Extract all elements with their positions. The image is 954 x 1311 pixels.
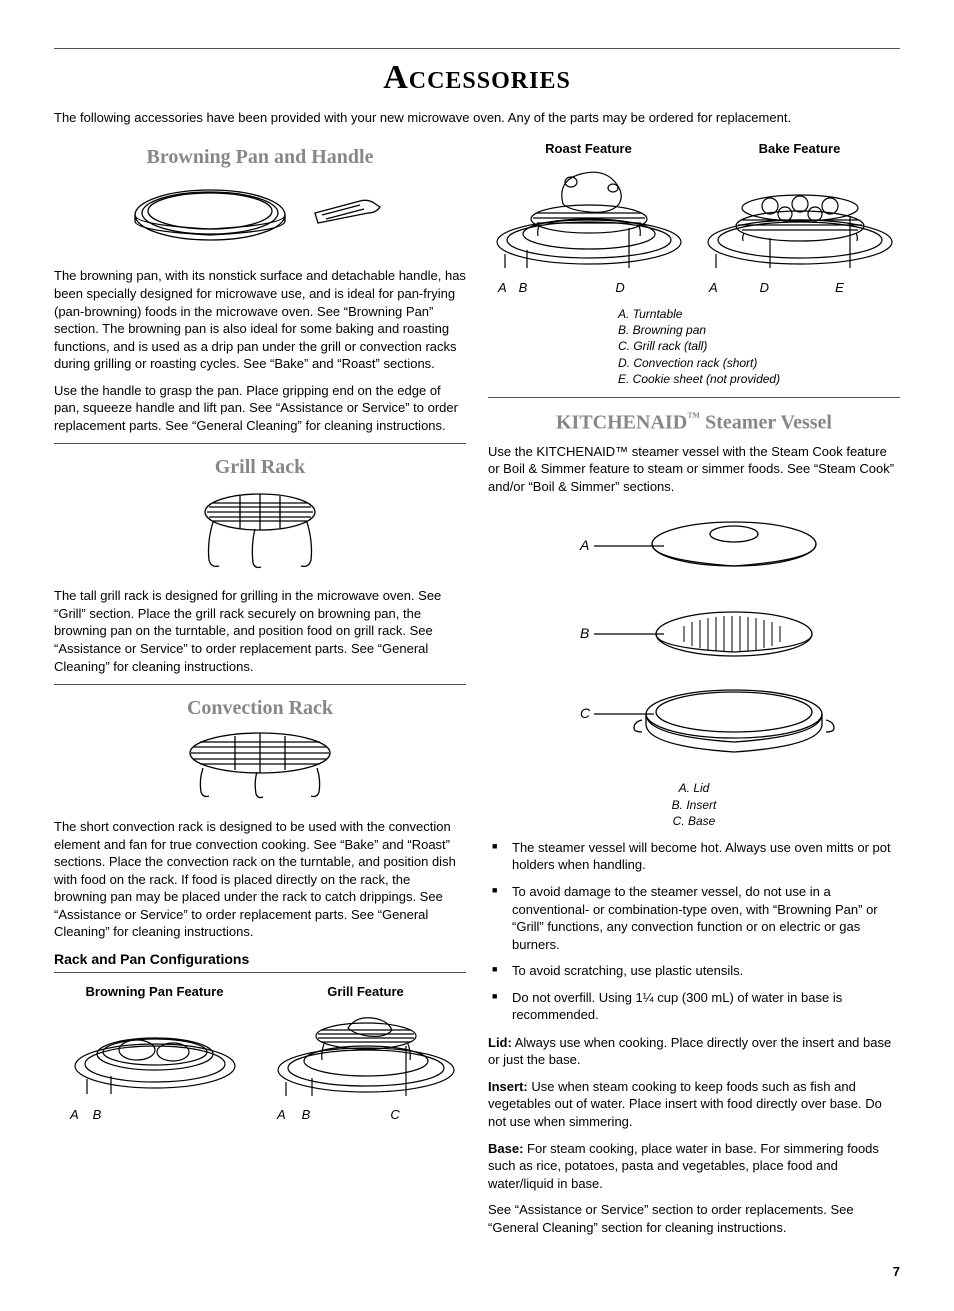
configs-heading: Rack and Pan Configurations <box>54 950 466 973</box>
bake-feature: Bake Feature <box>699 140 900 296</box>
steamer-illustration: A B C A. Lid B. Insert C. Base <box>488 504 900 829</box>
grill-rack-illustration <box>54 487 466 577</box>
roast-feature: Roast Feature <box>488 140 689 296</box>
top-rule <box>54 48 900 49</box>
steamer-intro: Use the KITCHENAID™ steamer vessel with … <box>488 443 900 496</box>
steamer-heading: KITCHENAID™ Steamer Vessel <box>488 408 900 437</box>
configs-row-2: Roast Feature <box>488 140 900 296</box>
browning-feat-label: Browning Pan Feature <box>54 983 255 1001</box>
browning-pan-illustration <box>54 177 466 257</box>
grill-feat-label: Grill Feature <box>265 983 466 1001</box>
trademark: ™ <box>687 409 700 424</box>
bullet-item: Do not overfill. Using 1¼ cup (300 mL) o… <box>488 989 900 1024</box>
config-legend: A. Turntable B. Browning pan C. Grill ra… <box>618 306 900 387</box>
right-column: Roast Feature <box>488 140 900 1245</box>
divider <box>488 397 900 398</box>
two-column-layout: Browning Pan and Handle The browning pan… <box>54 140 900 1245</box>
grill-feat-letters: A B C <box>265 1106 466 1124</box>
steamer-bullets: The steamer vessel will become hot. Alwa… <box>488 839 900 1024</box>
bullet-item: To avoid scratching, use plastic utensil… <box>488 962 900 980</box>
page-number: 7 <box>54 1263 900 1281</box>
steamer-legend: A. Lid B. Insert C. Base <box>488 780 900 829</box>
lid-para: Lid: Always use when cooking. Place dire… <box>488 1034 900 1069</box>
browning-feat-letters: A B <box>54 1106 255 1124</box>
base-para: Base: For steam cooking, place water in … <box>488 1140 900 1193</box>
page-title: Accessories <box>54 55 900 101</box>
left-column: Browning Pan and Handle The browning pan… <box>54 140 466 1245</box>
roast-feat-letters: A B D <box>488 279 689 297</box>
svg-text:A: A <box>579 537 589 553</box>
grill-p1: The tall grill rack is designed for gril… <box>54 587 466 675</box>
grill-heading: Grill Rack <box>54 454 466 481</box>
divider <box>54 443 466 444</box>
intro-text: The following accessories have been prov… <box>54 109 900 127</box>
grill-feature: Grill Feature <box>265 983 466 1124</box>
browning-p1: The browning pan, with its nonstick surf… <box>54 267 466 372</box>
bullet-item: The steamer vessel will become hot. Alwa… <box>488 839 900 874</box>
browning-feature: Browning Pan Feature A B <box>54 983 255 1124</box>
svg-text:B: B <box>580 625 589 641</box>
convection-rack-illustration <box>54 728 466 808</box>
svg-text:C: C <box>580 705 591 721</box>
convection-heading: Convection Rack <box>54 695 466 722</box>
insert-para: Insert: Use when steam cooking to keep f… <box>488 1078 900 1131</box>
roast-feat-label: Roast Feature <box>488 140 689 158</box>
convection-p1: The short convection rack is designed to… <box>54 818 466 941</box>
browning-p2: Use the handle to grasp the pan. Place g… <box>54 382 466 435</box>
bake-feat-label: Bake Feature <box>699 140 900 158</box>
configs-row-1: Browning Pan Feature A B <box>54 983 466 1124</box>
divider <box>54 684 466 685</box>
bullet-item: To avoid damage to the steamer vessel, d… <box>488 883 900 953</box>
bake-feat-letters: A D E <box>699 279 900 297</box>
steamer-outro: See “Assistance or Service” section to o… <box>488 1201 900 1236</box>
browning-heading: Browning Pan and Handle <box>54 144 466 171</box>
